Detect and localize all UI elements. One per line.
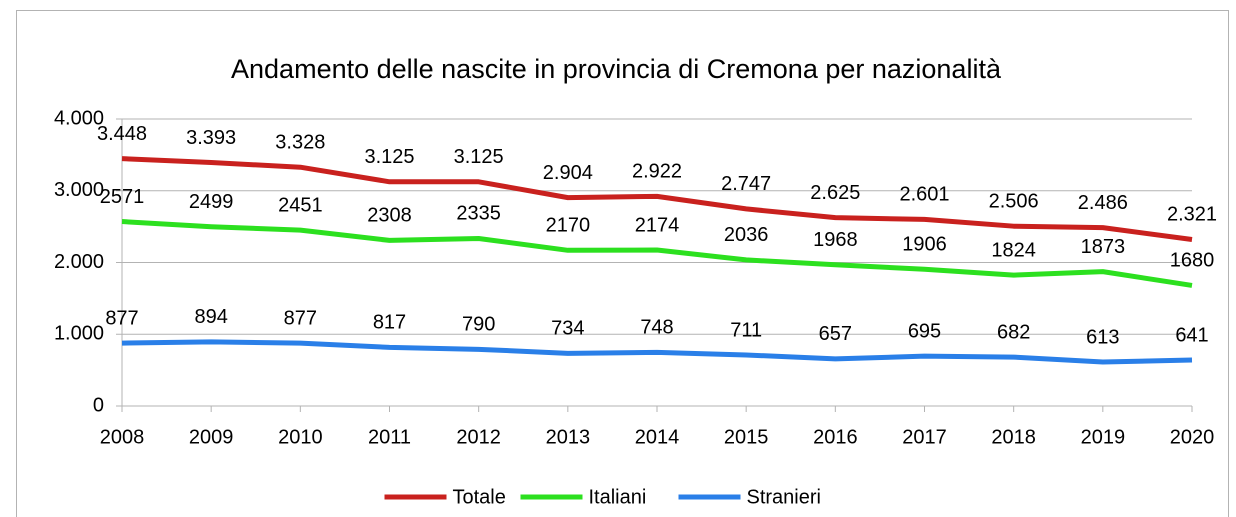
- legend-label: Stranieri: [747, 486, 821, 508]
- data-label: 2451: [278, 194, 323, 216]
- data-label: 1906: [902, 234, 947, 256]
- x-tick-label: 2011: [368, 426, 411, 448]
- data-label: 613: [1086, 326, 1119, 348]
- x-tick-label: 2012: [456, 426, 501, 448]
- y-tick-label: 0: [93, 394, 104, 416]
- data-label: 2170: [546, 215, 591, 237]
- data-label: 894: [194, 306, 227, 328]
- data-label: 790: [462, 314, 495, 336]
- data-label: 2499: [189, 191, 234, 213]
- x-tick-label: 2014: [635, 426, 680, 448]
- y-tick-label: 2.000: [54, 251, 104, 273]
- series-line: [121, 339, 1193, 365]
- x-tick-label: 2015: [724, 426, 769, 448]
- data-label: 2308: [367, 205, 412, 227]
- data-label: 2.904: [543, 162, 593, 184]
- data-label: 2.601: [899, 184, 949, 206]
- y-tick-label: 3.000: [54, 179, 104, 201]
- data-label: 657: [819, 323, 852, 345]
- legend-label: Totale: [453, 486, 506, 508]
- data-label: 877: [284, 307, 317, 329]
- x-tick-label: 2016: [813, 426, 858, 448]
- x-tick-label: 2018: [991, 426, 1036, 448]
- data-label: 2.486: [1078, 192, 1128, 214]
- series-line: [121, 219, 1193, 288]
- data-label: 2335: [456, 203, 501, 225]
- data-label: 2.321: [1167, 204, 1217, 226]
- data-label: 2174: [635, 214, 680, 236]
- chart-title: Andamento delle nascite in provincia di …: [231, 54, 1002, 84]
- data-label: 3.393: [186, 127, 236, 149]
- data-label: 748: [640, 317, 673, 339]
- data-label: 3.448: [97, 123, 147, 145]
- data-label: 2.747: [721, 173, 771, 195]
- chart-border: [16, 10, 1229, 517]
- x-tick-label: 2019: [1081, 426, 1126, 448]
- data-label: 3.125: [454, 146, 504, 168]
- data-label: 3.328: [275, 131, 325, 153]
- data-label: 817: [373, 312, 406, 334]
- x-tick-label: 2008: [100, 426, 145, 448]
- legend-label: Italiani: [589, 486, 647, 508]
- data-label: 682: [997, 321, 1030, 343]
- data-label: 695: [908, 320, 941, 342]
- y-tick-label: 1.000: [54, 323, 104, 345]
- data-label: 734: [551, 318, 584, 340]
- data-label: 877: [105, 307, 138, 329]
- data-label: 1824: [991, 239, 1036, 261]
- data-label: 2571: [100, 186, 145, 208]
- data-label: 1968: [813, 229, 858, 251]
- data-label: 3.125: [364, 146, 414, 168]
- data-label: 711: [730, 319, 762, 341]
- x-tick-label: 2013: [546, 426, 591, 448]
- series-line: [121, 156, 1193, 242]
- data-label: 1680: [1170, 250, 1215, 272]
- data-label: 641: [1175, 324, 1208, 346]
- data-label: 2.506: [989, 190, 1039, 212]
- x-tick-label: 2009: [189, 426, 234, 448]
- x-tick-label: 2010: [278, 426, 323, 448]
- x-tick-label: 2020: [1170, 426, 1215, 448]
- x-tick-label: 2017: [902, 426, 947, 448]
- data-label: 2.625: [810, 182, 860, 204]
- y-tick-label: 4.000: [54, 107, 104, 129]
- data-label: 1873: [1081, 236, 1126, 258]
- data-label: 2036: [724, 224, 769, 246]
- data-label: 2.922: [632, 161, 682, 183]
